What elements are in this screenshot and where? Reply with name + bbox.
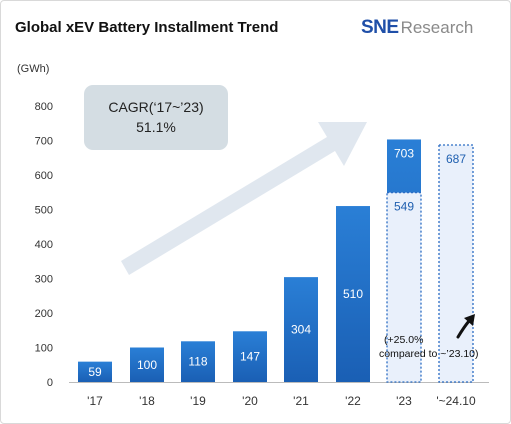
cagr-value: 51.1% — [136, 119, 176, 135]
bar — [284, 277, 318, 382]
logo-brand: SNE — [361, 17, 399, 38]
note-annotation: (+25.0% compared to ~’23.10) — [379, 314, 479, 360]
cagr-label: CAGR(‘17~’23) — [108, 99, 203, 115]
partial-value-label: 687 — [446, 152, 466, 166]
note-line-2: compared to ~’23.10) — [379, 348, 479, 360]
bar-value-label: 304 — [291, 323, 311, 337]
bar-value-label: 118 — [188, 355, 207, 369]
chart-title: Global xEV Battery Installment Trend — [15, 19, 279, 36]
growth-arrow-icon — [121, 122, 367, 275]
partial-bar — [438, 144, 474, 383]
x-tick-label: '21 — [293, 394, 309, 408]
curved-arrow-icon — [456, 314, 475, 339]
bar-value-label: 510 — [343, 287, 363, 301]
bar-value-label: 147 — [240, 350, 260, 364]
y-axis-ticks: 0 100 200 300 400 500 600 700 800 — [35, 101, 53, 389]
sne-research-logo: SNE Research — [361, 17, 473, 39]
bar — [130, 347, 164, 382]
y-tick-label: 300 — [35, 274, 53, 286]
y-tick-label: 500 — [35, 205, 53, 217]
y-tick-label: 600 — [35, 170, 53, 182]
x-tick-label: '19 — [190, 394, 206, 408]
x-tick-label: '22 — [345, 394, 361, 408]
x-tick-label: '23 — [396, 394, 412, 408]
y-unit-label: (GWh) — [17, 63, 49, 75]
bars: 59 100 118 147 304 510 703 549 687 — [78, 139, 474, 383]
bar — [336, 206, 370, 382]
y-tick-label: 700 — [35, 136, 53, 148]
x-axis-ticks: '17 '18 '19 '20 '21 '22 '23 '~24.10 — [87, 394, 476, 408]
y-tick-label: 400 — [35, 239, 53, 251]
note-line-1: (+25.0% — [384, 334, 423, 346]
partial-bar — [386, 191, 422, 383]
y-tick-label: 0 — [47, 377, 53, 389]
x-tick-label: '20 — [242, 394, 258, 408]
y-tick-label: 100 — [35, 343, 53, 355]
bar-value-label: 59 — [88, 365, 102, 379]
x-tick-label: '17 — [87, 394, 103, 408]
bar-value-label: 703 — [394, 146, 414, 160]
bar-value-label: 100 — [137, 358, 157, 372]
bar — [78, 361, 112, 382]
logo-name: Research — [400, 18, 474, 37]
cagr-callout: CAGR(‘17~’23) 51.1% — [84, 85, 228, 150]
y-tick-label: 800 — [35, 101, 53, 113]
bar — [233, 331, 267, 382]
bar — [181, 341, 215, 382]
y-tick-label: 200 — [35, 308, 53, 320]
partial-value-label: 549 — [394, 200, 414, 214]
x-tick-label: '18 — [139, 394, 155, 408]
x-tick-label: '~24.10 — [436, 394, 476, 408]
